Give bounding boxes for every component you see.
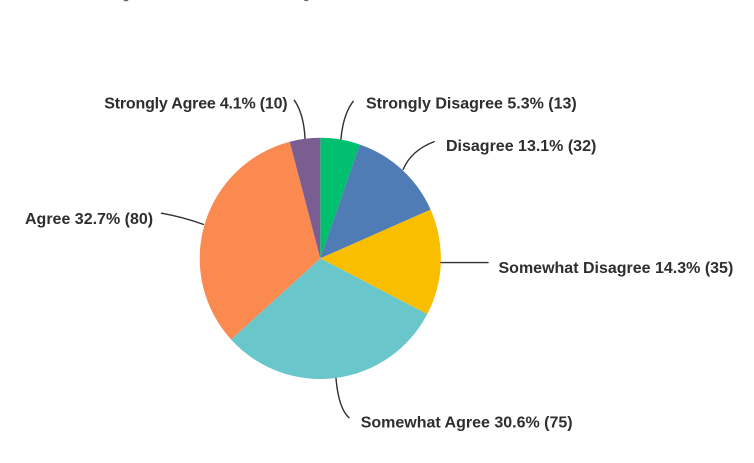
svg-text:Disagree 13.1% (32): Disagree 13.1% (32) [446,138,596,155]
svg-text:Strongly Agree 4.1% (10): Strongly Agree 4.1% (10) [104,96,287,113]
svg-text:Strongly Disagree 5.3% (13): Strongly Disagree 5.3% (13) [366,96,577,113]
svg-text:Somewhat Disagree 14.3% (35): Somewhat Disagree 14.3% (35) [499,260,734,277]
svg-text:Agree 32.7% (80): Agree 32.7% (80) [25,211,153,228]
svg-text:Somewhat Agree 30.6% (75): Somewhat Agree 30.6% (75) [361,415,573,432]
